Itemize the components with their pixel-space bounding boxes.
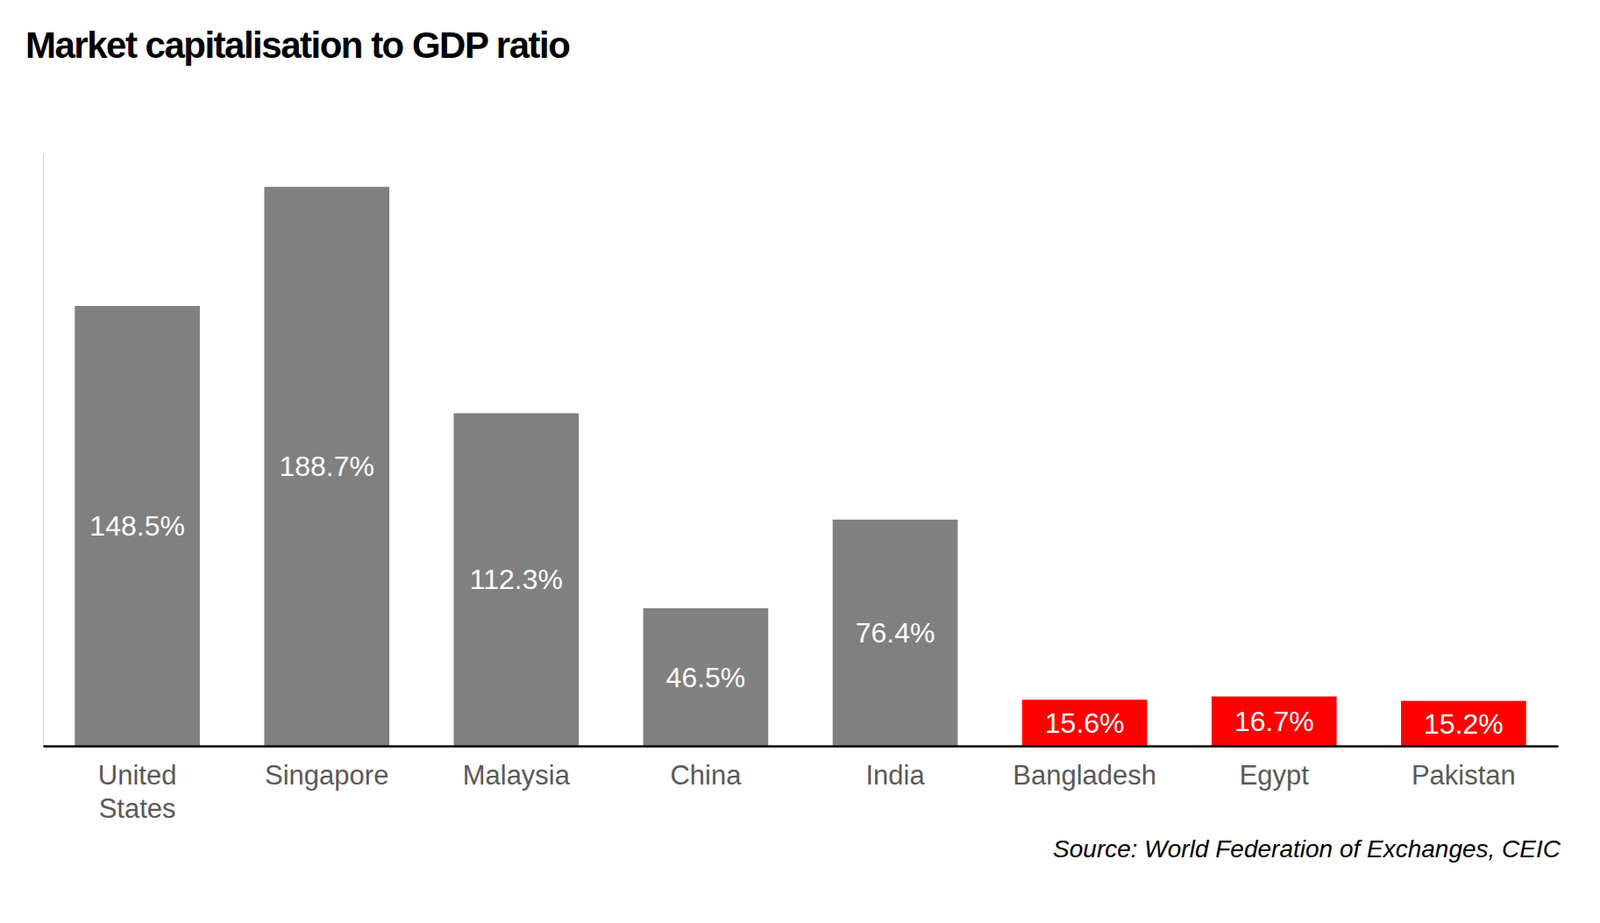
bar	[832, 519, 959, 747]
x-tick: India	[865, 746, 925, 791]
x-axis: UnitedStates Singapore Malaysia China India B…	[43, 746, 1559, 825]
chart: Market capitalisation to GDP ratio United…	[0, 0, 1600, 923]
y-axis	[42, 154, 44, 747]
bar	[454, 412, 580, 747]
x-tick-label: Bangladesh	[1012, 760, 1157, 791]
bars	[74, 186, 1526, 747]
data-label: 15.2%	[1423, 708, 1504, 740]
data-label: 188.7%	[278, 450, 375, 483]
bar	[1022, 699, 1148, 747]
x-tick: Bangladesh	[1012, 746, 1157, 791]
bar	[1211, 696, 1337, 747]
data-labels: 148.5% 188.7% 112.3% 46.5% 76.4% 15.6% 16.7% 15…	[89, 450, 1503, 740]
data-label: 16.7%	[1234, 705, 1315, 738]
x-tick: Malaysia	[462, 746, 571, 791]
data-label: 15.6%	[1045, 707, 1125, 740]
x-tick: Egypt	[1239, 746, 1310, 791]
bar	[74, 305, 200, 747]
x-tick: UnitedStates	[98, 746, 178, 825]
source: Source: World Federation of Exchanges, C…	[1052, 835, 1562, 863]
x-tick-label-line: United	[98, 760, 178, 791]
x-tick-label: Egypt	[1239, 760, 1310, 791]
y-axis-line	[42, 154, 44, 747]
title: Market capitalisation to GDP ratio	[25, 24, 570, 66]
data-label: 76.4%	[855, 617, 936, 649]
data-label: 46.5%	[666, 661, 747, 694]
x-tick-label: Malaysia	[462, 760, 571, 791]
x-tick: Singapore	[264, 746, 389, 791]
x-tick-label: Singapore	[264, 760, 389, 791]
x-tick-label-line: States	[99, 793, 177, 825]
x-tick: Pakistan	[1411, 746, 1516, 791]
bar	[643, 608, 769, 747]
data-label: 112.3%	[469, 563, 563, 596]
x-tick-label: India	[865, 760, 925, 791]
x-axis-line	[43, 745, 1559, 748]
bar	[1400, 701, 1527, 747]
x-tick: China	[669, 746, 742, 791]
bar	[263, 186, 390, 747]
data-label: 148.5%	[89, 510, 185, 542]
x-tick-label: UnitedStates	[98, 760, 178, 825]
x-tick-label: Pakistan	[1411, 760, 1516, 791]
x-tick-label: China	[669, 760, 742, 791]
